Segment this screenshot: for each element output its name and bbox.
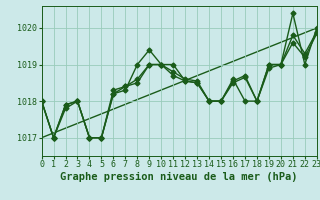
X-axis label: Graphe pression niveau de la mer (hPa): Graphe pression niveau de la mer (hPa) bbox=[60, 172, 298, 182]
